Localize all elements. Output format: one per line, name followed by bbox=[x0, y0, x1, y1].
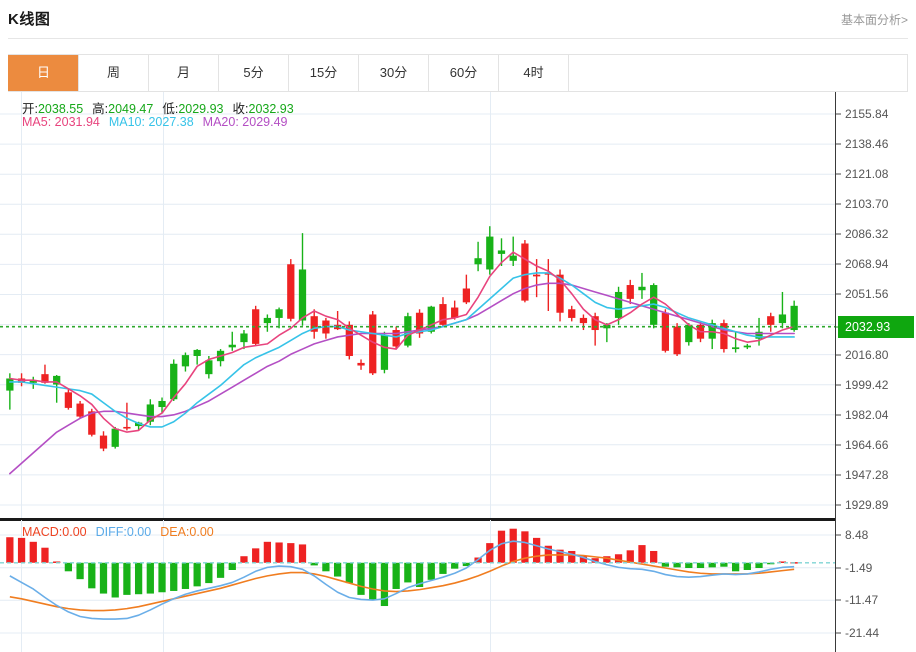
price-pane: 开:2038.55 高:2049.47 低:2029.93 收:2032.93 MA5… bbox=[0, 92, 916, 518]
price-tick-label: 1982.04 bbox=[845, 407, 889, 422]
diff-label: DIFF: bbox=[95, 525, 127, 539]
ma5-value: 2031.94 bbox=[54, 115, 100, 129]
price-tick-mark bbox=[836, 233, 841, 235]
tab-2[interactable]: 月 bbox=[148, 55, 218, 91]
ma10-value: 2027.38 bbox=[148, 115, 194, 129]
low-value: 2029.93 bbox=[178, 102, 224, 116]
high-label: 高: bbox=[92, 102, 109, 116]
price-tick-label: 1929.89 bbox=[845, 498, 889, 512]
price-axis: 2155.84 2138.46 2121.08 2103.70 2086.32 2068.… bbox=[836, 92, 916, 518]
macd-readout: MACD:0.00 DIFF:0.00 DEA:0.00 bbox=[22, 525, 214, 539]
price-tick-label: 1964.66 bbox=[845, 437, 889, 452]
price-tick-mark bbox=[836, 384, 841, 386]
price-tick-mark bbox=[836, 414, 841, 416]
high-value: 2049.47 bbox=[108, 102, 154, 116]
pane-separator bbox=[0, 518, 836, 520]
period-tabbar: 日周月 5分 15分 30分 60分 4时 bbox=[8, 54, 908, 92]
macd-tick-label: -1.49 bbox=[845, 560, 873, 575]
macd-tick-mark bbox=[836, 599, 841, 601]
macd-tick-mark bbox=[836, 567, 841, 569]
ma20-label: MA20: bbox=[202, 115, 239, 129]
tab-3[interactable]: 5分 bbox=[218, 55, 288, 91]
last-price-badge: 2032.93 bbox=[838, 315, 914, 338]
price-tick-mark bbox=[836, 263, 841, 265]
macd-tick-mark bbox=[836, 632, 841, 634]
price-tick-mark bbox=[836, 504, 841, 506]
price-tick-label: 2155.84 bbox=[845, 107, 889, 121]
tab-6[interactable]: 60分 bbox=[428, 55, 498, 91]
diff-value: 0.00 bbox=[126, 525, 152, 539]
macd-tick-label: 8.48 bbox=[845, 528, 869, 542]
macd-axis: 8.48 -1.49 -11.47 -21.44 bbox=[836, 520, 916, 652]
low-label: 低: bbox=[162, 102, 179, 116]
macd-tick-mark bbox=[836, 534, 841, 536]
dea-label: DEA: bbox=[160, 525, 190, 539]
price-tick-mark bbox=[836, 203, 841, 205]
page-header: K线图 基本面分析> bbox=[0, 0, 916, 38]
macd-tick-label: -11.47 bbox=[845, 593, 879, 608]
price-tick-label: 2138.46 bbox=[845, 137, 889, 152]
price-tick-mark bbox=[836, 354, 841, 356]
ma20-value: 2029.49 bbox=[242, 115, 288, 129]
price-tick-label: 2068.94 bbox=[845, 257, 889, 272]
price-tick-label: 2121.08 bbox=[845, 167, 889, 182]
price-tick-label: 2051.56 bbox=[845, 287, 889, 302]
price-tick-label: 2086.32 bbox=[845, 227, 889, 242]
price-tick-mark bbox=[836, 113, 841, 115]
ma5-label: MA5: bbox=[22, 115, 52, 129]
last-price-tick-mark bbox=[836, 326, 841, 328]
open-label: 开: bbox=[22, 102, 38, 116]
price-tick-label: 1999.42 bbox=[845, 377, 889, 392]
price-tick-mark bbox=[836, 173, 841, 175]
macd-label: MACD: bbox=[22, 525, 63, 539]
fundamental-analysis-link[interactable]: 基本面分析> bbox=[840, 13, 908, 27]
page-title: K线图 bbox=[8, 11, 51, 28]
price-tick-mark bbox=[836, 293, 841, 295]
price-plot[interactable] bbox=[0, 92, 835, 518]
macd-top-border bbox=[0, 520, 836, 521]
price-tick-mark bbox=[836, 444, 841, 446]
macd-value: 0.00 bbox=[62, 525, 87, 539]
dea-value: 0.00 bbox=[189, 525, 214, 539]
price-tick-label: 2103.70 bbox=[845, 197, 889, 212]
macd-tick-label: -21.44 bbox=[845, 626, 880, 640]
ma10-label: MA10: bbox=[108, 115, 145, 129]
price-tick-label: 1947.28 bbox=[845, 467, 889, 482]
close-label: 收: bbox=[232, 102, 249, 116]
axis-divider bbox=[835, 92, 836, 652]
header-divider bbox=[8, 38, 908, 39]
open-value: 2038.55 bbox=[37, 102, 84, 116]
tab-7[interactable]: 4时 bbox=[498, 55, 568, 91]
close-value: 2032.93 bbox=[248, 102, 294, 116]
tab-5[interactable]: 30分 bbox=[358, 55, 428, 91]
ma-readout: MA5: 2031.94 MA10: 2027.38 MA20: 2029.49 bbox=[22, 115, 287, 129]
tab-1[interactable]: 周 bbox=[78, 55, 148, 91]
ohlc-readout: 开:2038.55 高:2049.47 低:2029.93 收:2032.93 bbox=[22, 98, 294, 117]
tab-4[interactable]: 15分 bbox=[288, 55, 358, 91]
tab-0[interactable]: 日 bbox=[8, 55, 78, 91]
price-tick-mark bbox=[836, 143, 841, 145]
chart-frame: 开:2038.55 高:2049.47 低:2029.93 收:2032.93 MA5… bbox=[0, 92, 916, 652]
macd-pane: MACD:0.00 DIFF:0.00 DEA:0.00 8.48 -1.49 -11.… bbox=[0, 520, 916, 652]
tabbar-filler bbox=[568, 55, 907, 91]
price-tick-mark bbox=[836, 474, 841, 476]
macd-plot[interactable] bbox=[0, 520, 835, 652]
price-tick-label: 2016.80 bbox=[845, 347, 889, 362]
